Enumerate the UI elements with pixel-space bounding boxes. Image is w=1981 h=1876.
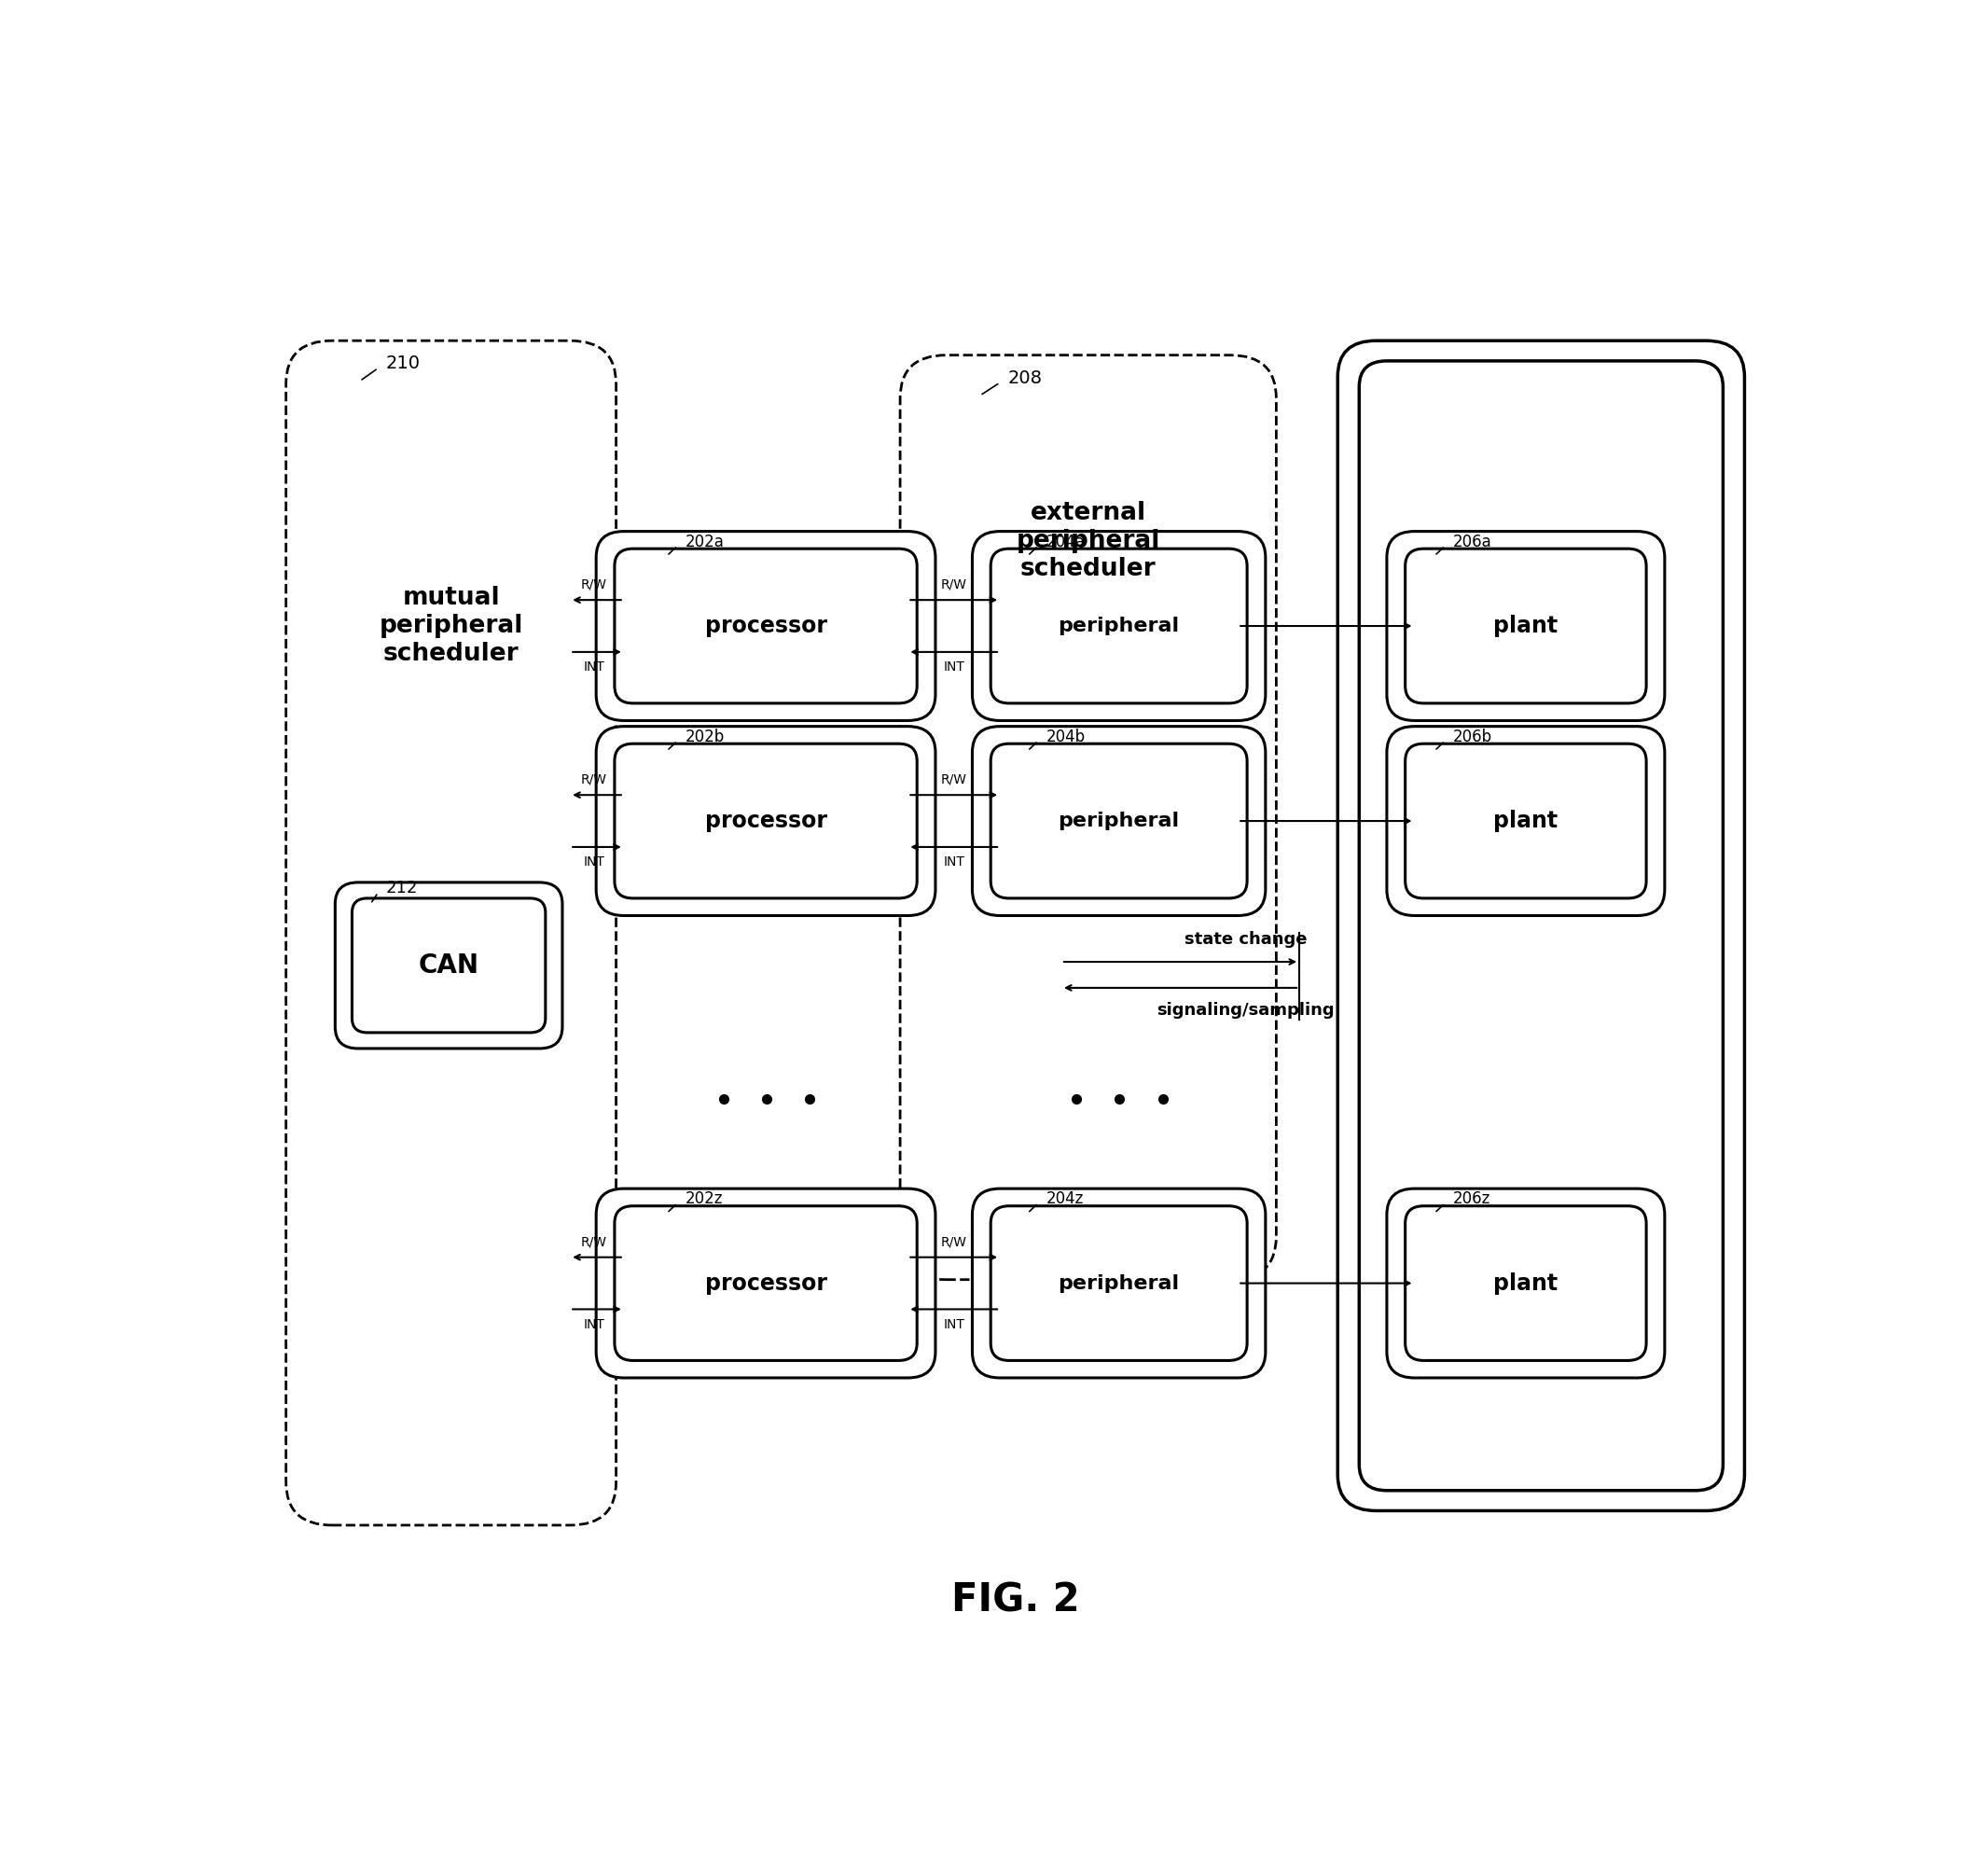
Text: plant: plant bbox=[1494, 615, 1557, 638]
FancyBboxPatch shape bbox=[973, 1189, 1266, 1377]
Text: FIG. 2: FIG. 2 bbox=[951, 1581, 1080, 1619]
FancyBboxPatch shape bbox=[596, 726, 935, 915]
FancyBboxPatch shape bbox=[614, 548, 917, 704]
FancyBboxPatch shape bbox=[899, 355, 1276, 1279]
Text: external
peripheral
scheduler: external peripheral scheduler bbox=[1016, 501, 1161, 582]
Text: R/W: R/W bbox=[580, 578, 608, 591]
Text: INT: INT bbox=[943, 855, 965, 869]
Text: INT: INT bbox=[584, 1319, 604, 1330]
FancyBboxPatch shape bbox=[335, 882, 563, 1049]
Text: 206a: 206a bbox=[1452, 533, 1492, 550]
FancyBboxPatch shape bbox=[1405, 1206, 1646, 1360]
Text: 208: 208 bbox=[1008, 370, 1042, 386]
FancyBboxPatch shape bbox=[1387, 726, 1664, 915]
Text: INT: INT bbox=[943, 660, 965, 673]
Text: plant: plant bbox=[1494, 1272, 1557, 1294]
Text: R/W: R/W bbox=[580, 1236, 608, 1249]
FancyBboxPatch shape bbox=[990, 743, 1248, 899]
Text: processor: processor bbox=[705, 1272, 826, 1294]
Text: R/W: R/W bbox=[941, 773, 967, 786]
FancyBboxPatch shape bbox=[1405, 548, 1646, 704]
FancyBboxPatch shape bbox=[596, 1189, 935, 1377]
Text: peripheral: peripheral bbox=[1058, 1274, 1179, 1293]
FancyBboxPatch shape bbox=[1387, 531, 1664, 720]
FancyBboxPatch shape bbox=[353, 899, 545, 1032]
Text: processor: processor bbox=[705, 810, 826, 833]
FancyBboxPatch shape bbox=[990, 548, 1248, 704]
Text: 202b: 202b bbox=[685, 728, 725, 745]
Text: 212: 212 bbox=[386, 880, 418, 897]
Text: 204b: 204b bbox=[1046, 728, 1086, 745]
FancyBboxPatch shape bbox=[614, 1206, 917, 1360]
Text: 202z: 202z bbox=[685, 1191, 723, 1208]
FancyBboxPatch shape bbox=[1387, 1189, 1664, 1377]
Text: R/W: R/W bbox=[580, 773, 608, 786]
Text: 210: 210 bbox=[386, 355, 420, 373]
Text: plant: plant bbox=[1494, 810, 1557, 833]
Text: mutual
peripheral
scheduler: mutual peripheral scheduler bbox=[378, 585, 523, 666]
FancyBboxPatch shape bbox=[973, 726, 1266, 915]
Text: R/W: R/W bbox=[941, 1236, 967, 1249]
FancyBboxPatch shape bbox=[990, 1206, 1248, 1360]
FancyBboxPatch shape bbox=[614, 743, 917, 899]
Text: INT: INT bbox=[584, 855, 604, 869]
Text: processor: processor bbox=[705, 615, 826, 638]
Text: 204a: 204a bbox=[1046, 533, 1086, 550]
Text: INT: INT bbox=[943, 1319, 965, 1330]
Text: signaling/sampling: signaling/sampling bbox=[1157, 1002, 1335, 1019]
Text: CAN: CAN bbox=[418, 953, 479, 979]
Text: peripheral: peripheral bbox=[1058, 617, 1179, 636]
FancyBboxPatch shape bbox=[596, 531, 935, 720]
FancyBboxPatch shape bbox=[1405, 743, 1646, 899]
Text: 206b: 206b bbox=[1452, 728, 1492, 745]
Text: 204z: 204z bbox=[1046, 1191, 1084, 1208]
Text: 206z: 206z bbox=[1452, 1191, 1490, 1208]
Text: INT: INT bbox=[584, 660, 604, 673]
Text: state change: state change bbox=[1185, 930, 1307, 947]
Text: 202a: 202a bbox=[685, 533, 725, 550]
FancyBboxPatch shape bbox=[285, 341, 616, 1525]
FancyBboxPatch shape bbox=[1359, 360, 1723, 1491]
FancyBboxPatch shape bbox=[1337, 341, 1745, 1510]
Text: R/W: R/W bbox=[941, 578, 967, 591]
FancyBboxPatch shape bbox=[973, 531, 1266, 720]
Text: peripheral: peripheral bbox=[1058, 812, 1179, 831]
